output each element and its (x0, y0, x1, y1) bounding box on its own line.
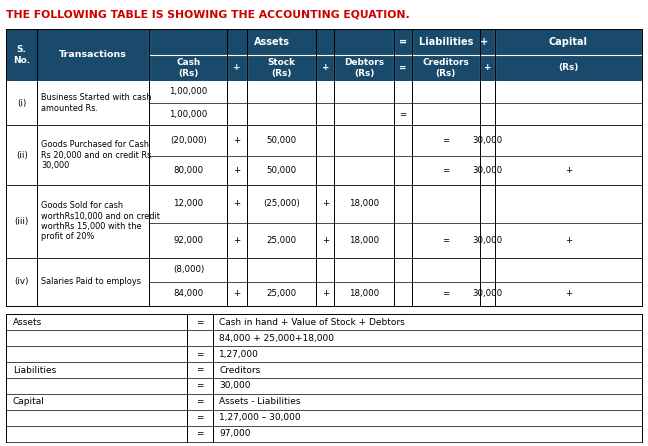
FancyBboxPatch shape (6, 185, 642, 258)
FancyBboxPatch shape (6, 81, 642, 125)
Text: Liabilities  +: Liabilities + (419, 37, 488, 47)
Text: (8,000): (8,000) (173, 265, 204, 274)
Text: +: + (321, 289, 329, 298)
Text: (ii): (ii) (16, 150, 28, 160)
Text: 80,000: 80,000 (174, 166, 203, 175)
Text: Liabilities: Liabilities (13, 366, 56, 375)
Text: +: + (233, 289, 240, 298)
Text: +: + (233, 136, 240, 145)
Text: THE FOLLOWING TABLE IS SHOWING THE ACCOUNTING EQUATION.: THE FOLLOWING TABLE IS SHOWING THE ACCOU… (6, 9, 410, 20)
FancyBboxPatch shape (6, 258, 642, 306)
Text: +: + (321, 236, 329, 245)
Text: Business Started with cash
amounted Rs.: Business Started with cash amounted Rs. (41, 94, 152, 113)
FancyBboxPatch shape (6, 394, 642, 410)
Text: 92,000: 92,000 (174, 236, 203, 245)
FancyBboxPatch shape (6, 29, 642, 55)
Text: 25,000: 25,000 (266, 289, 297, 298)
Text: Creditors
(Rs): Creditors (Rs) (422, 58, 469, 78)
Text: 1,27,000 – 30,000: 1,27,000 – 30,000 (219, 413, 301, 422)
Text: 30,000: 30,000 (219, 381, 251, 390)
Text: 18,000: 18,000 (349, 289, 379, 298)
Text: 1,00,000: 1,00,000 (169, 87, 207, 96)
Text: Goods Purchased for Cash
Rs 20,000 and on credit Rs
30,000: Goods Purchased for Cash Rs 20,000 and o… (41, 140, 152, 170)
Text: 84,000: 84,000 (174, 289, 203, 298)
Text: +: + (484, 63, 491, 72)
Text: 18,000: 18,000 (349, 199, 379, 208)
Text: Transactions: Transactions (59, 50, 127, 59)
Text: (20,000): (20,000) (170, 136, 207, 145)
Text: (iv): (iv) (14, 277, 29, 286)
FancyBboxPatch shape (6, 410, 642, 425)
Text: =: = (442, 136, 449, 145)
Text: =: = (196, 429, 204, 438)
FancyBboxPatch shape (6, 314, 642, 330)
Text: Assets - Liabilities: Assets - Liabilities (219, 397, 301, 406)
Text: 84,000 + 25,000+18,000: 84,000 + 25,000+18,000 (219, 334, 334, 343)
Text: Assets: Assets (13, 318, 42, 327)
Text: 50,000: 50,000 (266, 166, 297, 175)
FancyBboxPatch shape (6, 125, 642, 185)
Text: 97,000: 97,000 (219, 429, 251, 438)
Text: Stock
(Rs): Stock (Rs) (268, 58, 295, 78)
Text: =: = (196, 413, 204, 422)
Text: =: = (196, 366, 204, 375)
Text: 50,000: 50,000 (266, 136, 297, 145)
Text: 18,000: 18,000 (349, 236, 379, 245)
Text: 30,000: 30,000 (472, 289, 503, 298)
Text: =: = (399, 110, 406, 119)
Text: 1,27,000: 1,27,000 (219, 350, 259, 359)
Text: 30,000: 30,000 (472, 236, 503, 245)
Text: +: + (233, 166, 240, 175)
Text: =: = (442, 289, 449, 298)
Text: 12,000: 12,000 (174, 199, 203, 208)
FancyBboxPatch shape (6, 378, 642, 394)
Text: +: + (321, 199, 329, 208)
Text: 30,000: 30,000 (472, 136, 503, 145)
Text: +: + (565, 289, 572, 298)
Text: =: = (196, 397, 204, 406)
Text: Creditors: Creditors (219, 366, 260, 375)
Text: (iii): (iii) (14, 217, 29, 226)
Text: =: = (196, 350, 204, 359)
Text: Debtors
(Rs): Debtors (Rs) (344, 58, 384, 78)
Text: Assets: Assets (253, 37, 290, 47)
Text: +: + (233, 63, 241, 72)
Text: +: + (233, 236, 240, 245)
Text: =: = (442, 236, 449, 245)
Text: =: = (196, 318, 204, 327)
Text: (i): (i) (17, 99, 27, 107)
Text: Goods Sold for cash
worthRs10,000 and on credit
worthRs 15,000 with the
profit o: Goods Sold for cash worthRs10,000 and on… (41, 201, 161, 241)
Text: +: + (321, 63, 329, 72)
FancyBboxPatch shape (149, 55, 642, 81)
Text: Capital: Capital (549, 37, 588, 47)
FancyBboxPatch shape (37, 29, 149, 81)
Text: 1,00,000: 1,00,000 (169, 110, 207, 119)
FancyBboxPatch shape (6, 330, 642, 346)
Text: +: + (233, 199, 240, 208)
FancyBboxPatch shape (6, 29, 37, 81)
Text: (25,000): (25,000) (263, 199, 300, 208)
Text: 30,000: 30,000 (472, 166, 503, 175)
FancyBboxPatch shape (6, 362, 642, 378)
Text: (Rs): (Rs) (559, 63, 579, 72)
Text: +: + (565, 236, 572, 245)
Text: S.
No.: S. No. (13, 45, 30, 65)
Text: =: = (399, 63, 406, 72)
FancyBboxPatch shape (6, 346, 642, 362)
Text: 25,000: 25,000 (266, 236, 297, 245)
Text: Cash in hand + Value of Stock + Debtors: Cash in hand + Value of Stock + Debtors (219, 318, 405, 327)
Text: =: = (196, 381, 204, 390)
Text: =: = (442, 166, 449, 175)
Text: Salaries Paid to employs: Salaries Paid to employs (41, 277, 141, 286)
Text: Cash
(Rs): Cash (Rs) (176, 58, 200, 78)
Text: +: + (565, 166, 572, 175)
FancyBboxPatch shape (6, 425, 642, 442)
Text: =: = (399, 37, 407, 47)
Text: Capital: Capital (13, 397, 45, 406)
